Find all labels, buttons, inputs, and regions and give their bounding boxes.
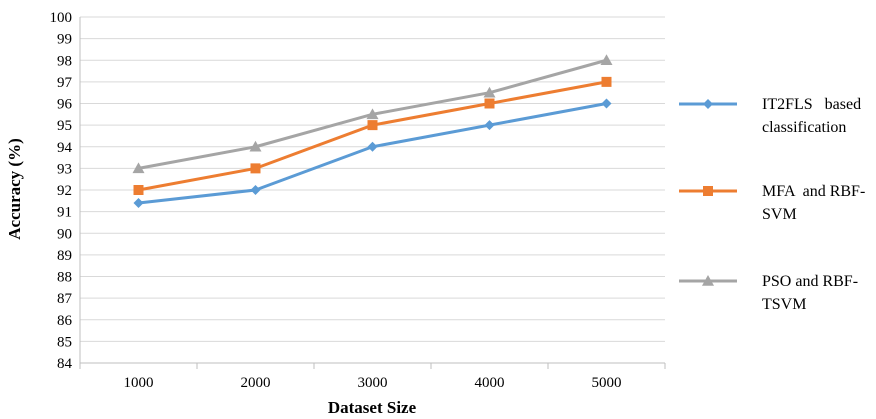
legend-label-2-line-2: SVM: [762, 206, 797, 223]
x-tick-4000: 4000: [475, 375, 505, 391]
series-3-point-2: [249, 140, 262, 152]
series-1-point-2: [250, 185, 261, 195]
data-series: [132, 54, 613, 208]
legend-label-1-line-2: classification: [762, 119, 846, 136]
y-tick-88: 88: [57, 270, 72, 286]
legend-entry-2: MFA and RBF- SVM: [679, 183, 865, 223]
y-tick-92: 92: [57, 183, 72, 199]
series-3-point-3: [366, 108, 379, 120]
series-1-point-1: [133, 197, 144, 208]
series-1-point-3: [367, 141, 378, 152]
y-tick-86: 86: [57, 313, 73, 329]
y-axis-title: Accuracy (%): [5, 138, 24, 240]
series-3: [132, 54, 613, 174]
legend-label-2-line-1: MFA and RBF-: [762, 183, 865, 200]
legend-label-3-line-2: TSVM: [762, 296, 806, 313]
y-tick-94: 94: [57, 140, 73, 156]
y-tick-90: 90: [57, 226, 72, 242]
y-tick-98: 98: [57, 53, 72, 69]
series-1-point-4: [484, 120, 495, 131]
y-tick-96: 96: [57, 97, 73, 113]
legend-marker-1: [703, 99, 713, 109]
gridlines: [80, 16, 665, 342]
y-tick-85: 85: [57, 334, 72, 350]
y-tick-91: 91: [57, 205, 72, 221]
legend-entry-3: PSO and RBF- TSVM: [679, 273, 858, 313]
series-2-point-5: [601, 76, 612, 87]
y-tick-95: 95: [57, 118, 72, 134]
x-axis-title: Dataset Size: [328, 398, 417, 417]
series-2-point-2: [250, 163, 261, 174]
series-3-point-5: [600, 54, 613, 66]
y-tick-84: 84: [57, 356, 73, 372]
y-tick-93: 93: [57, 161, 72, 177]
series-2-point-4: [484, 98, 495, 109]
y-tick-89: 89: [57, 248, 72, 264]
series-2-line: [138, 80, 607, 192]
legend-marker-2: [703, 186, 713, 196]
x-tick-labels: 1000 2000 3000 4000 5000: [124, 375, 622, 391]
x-tick-3000: 3000: [358, 375, 388, 391]
series-3-point-4: [483, 86, 496, 98]
series-1: [133, 98, 612, 208]
x-tick-1000: 1000: [124, 375, 154, 391]
legend-label-3-line-1: PSO and RBF-: [762, 273, 858, 290]
y-tick-labels: 84 85 86 87 88 89 90 91 92 93 94 95 96 97 98 99 100: [50, 10, 73, 372]
y-tick-99: 99: [57, 32, 72, 48]
series-2: [133, 76, 612, 195]
series-2-point-3: [367, 120, 378, 131]
series-3-point-1: [132, 162, 145, 174]
y-tick-87: 87: [57, 291, 73, 307]
series-2-point-1: [133, 185, 144, 195]
y-tick-97: 97: [57, 75, 73, 91]
x-tick-5000: 5000: [592, 375, 622, 391]
x-tick-2000: 2000: [241, 375, 271, 391]
axes: [79, 17, 666, 369]
legend-label-1-line-1: IT2FLS based: [762, 96, 861, 113]
legend-entry-1: IT2FLS based classification: [679, 96, 861, 136]
y-tick-100: 100: [50, 10, 73, 26]
legend-marker-3: [702, 275, 714, 286]
legend: IT2FLS based classification MFA and RBF- SV…: [679, 96, 865, 313]
series-1-point-5: [601, 98, 612, 109]
